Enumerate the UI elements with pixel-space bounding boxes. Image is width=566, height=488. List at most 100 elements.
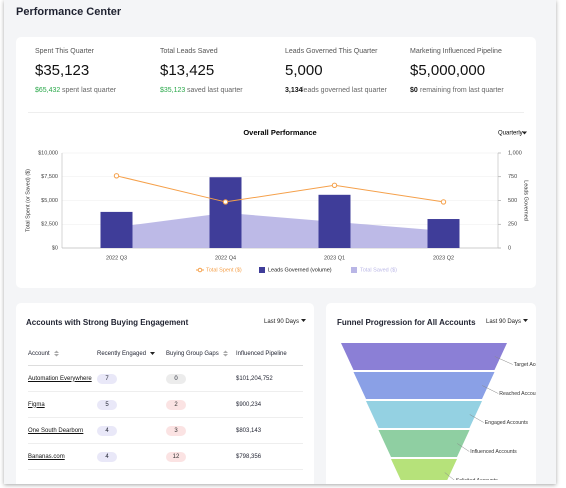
point [113,173,120,179]
column-header[interactable]: Recently Engaged [97,343,166,366]
kpi-compare-text: leads governed last quarter [302,87,387,94]
kpi-label: Leads Governed This Quarter [285,48,378,55]
column-header[interactable]: Buying Group Gaps [166,343,236,366]
point [222,199,229,205]
account-link[interactable]: Figma [28,401,45,408]
bar [100,211,133,248]
chart-title: Overall Performance [243,128,316,137]
table-cell: 4 [97,443,166,470]
leader-line [469,414,484,423]
legend-swatch [259,267,265,273]
table-row: Bananas.com 4 12 $798,356 [28,443,303,470]
kpi-compare: 3,134 [285,87,303,94]
account-link[interactable]: Bananas.com [28,453,65,460]
y-tick-label: $7,500 [41,174,58,180]
table-cell: $803,143 [236,417,303,444]
caret [522,131,527,135]
y2-tick-label: 750 [508,174,517,180]
pipeline-value: $803,143 [236,427,262,434]
point [331,182,338,189]
engaged-pill: 7 [97,373,117,384]
kpi-label: Marketing Influenced Pipeline [410,48,502,55]
funnel-stage [391,459,457,480]
funnel-chart: Target Accounts Reached Accounts Engaged A… [341,343,536,480]
kpi-value: $13,425 [160,62,215,79]
sort-icon [150,352,156,356]
bar [427,219,460,248]
funnel-label: Target Accounts [514,362,536,368]
kpi-compare: $35,123 [160,87,186,94]
sort-arrow [150,352,156,356]
performance-chart: Overall Performance Quarterly $0 $2,500 $5,0… [25,128,529,273]
table-cell: $798,356 [236,443,303,470]
sort-icon [53,350,59,357]
pipeline-value: $101,204,752 [236,375,273,382]
table-cell: One South Dearborn [28,417,97,444]
account-link[interactable]: One South Dearborn [28,427,84,434]
x-tick-label: 2022 Q4 [215,255,236,261]
column-header[interactable]: Account [28,343,97,366]
selector-text: Quarterly [498,131,523,137]
legend-item[interactable]: Leads Governed (volume) [259,267,332,273]
caret [522,319,528,322]
funnel-label: Influenced Accounts [470,449,517,455]
column-label: Recently Engaged [97,351,147,358]
leader-line [494,356,513,365]
sort-icon [222,350,228,357]
sort-arrow [222,350,228,357]
selector-text: Last 90 Days [486,319,522,325]
point [440,199,447,205]
table-cell: Automation Everywhere [28,365,97,392]
leader-line [482,385,499,394]
y-tick-label: $2,500 [41,222,58,228]
kpi-label: Spent This Quarter [35,48,95,55]
funnel-stage [341,343,507,370]
accounts-title: Accounts with Strong Buying Engagement [26,318,189,327]
gaps-pill: 2 [166,399,186,410]
line [116,175,444,203]
legend-label: Total Saved ($) [360,267,397,273]
table-cell: 4 [97,417,166,444]
column-header: Influenced Pipeline [236,343,303,366]
account-link[interactable]: Automation Everywhere [28,375,92,382]
accounts-selector[interactable]: Last 90 Days [264,318,307,325]
kpi-label: Total Leads Saved [160,48,218,55]
table-cell: 0 [166,365,236,392]
chart-selector[interactable]: Quarterly [498,131,527,137]
table-cell: 12 [166,443,236,470]
y-tick-label: $5,000 [41,198,58,204]
kpi-value: $5,000,000 [410,62,486,79]
funnel-title: Funnel Progression for All Accounts [337,318,476,327]
legend-swatch [197,267,203,273]
kpi-value: $35,123 [35,62,90,79]
leader-line [444,472,455,480]
funnel-stage [378,430,470,457]
table-cell: 2 [166,391,236,418]
area [116,212,444,248]
y2-tick-label: 250 [508,222,517,228]
x-tick-label: 2023 Q1 [324,255,345,261]
funnel-label: Reached Accounts [499,391,536,397]
table-cell: 3 [166,417,236,444]
table-row: One South Dearborn 4 3 $803,143 [28,417,303,444]
column-label: Account [28,351,50,358]
legend-item[interactable]: Total Saved ($) [351,267,397,273]
table-cell: Figma [28,391,97,418]
y2-axis-title: Leads Governed [523,180,529,221]
engaged-pill: 5 [97,399,117,410]
kpi-value: 5,000 [285,62,323,79]
engaged-pill: 4 [97,425,117,436]
sort-arrow [53,350,59,357]
funnel-label: Engaged Accounts [485,420,529,426]
funnel-stage [353,372,495,399]
bar [209,177,242,248]
x-tick-label: 2023 Q2 [433,255,454,261]
header-row: Account Recently Engaged Buying Group Gaps… [28,343,303,366]
page-title: Performance Center [16,6,122,18]
y-tick-label: $10,000 [38,150,58,156]
legend-swatch [351,267,357,273]
legend-item[interactable]: Total Spent ($) [196,267,242,273]
gaps-pill: 12 [166,451,186,462]
funnel-selector[interactable]: Last 90 Days [486,318,529,325]
accounts-table: Account Recently Engaged Buying Group Gaps… [28,343,303,470]
